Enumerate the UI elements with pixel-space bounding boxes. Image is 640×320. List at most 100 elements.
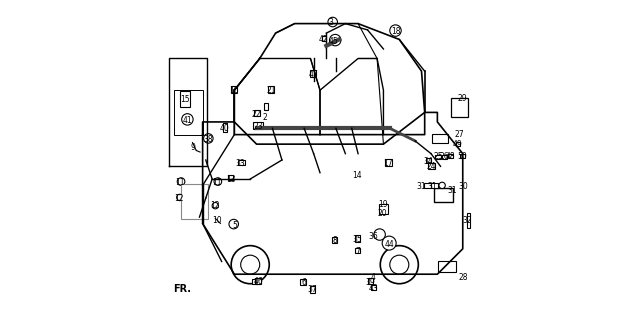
Circle shape <box>212 203 218 209</box>
Text: 25: 25 <box>433 152 443 161</box>
Text: 11: 11 <box>212 178 221 187</box>
FancyBboxPatch shape <box>181 184 208 219</box>
Text: 34: 34 <box>424 157 433 166</box>
Text: 23: 23 <box>253 122 263 131</box>
FancyBboxPatch shape <box>310 70 316 77</box>
Circle shape <box>374 229 385 240</box>
Text: 46: 46 <box>253 277 263 286</box>
Text: 38: 38 <box>204 135 213 144</box>
Text: 39: 39 <box>365 278 375 287</box>
Text: FR.: FR. <box>173 284 191 294</box>
FancyBboxPatch shape <box>252 279 259 284</box>
Circle shape <box>204 134 213 143</box>
Text: 12: 12 <box>210 202 220 211</box>
Text: 18: 18 <box>391 27 400 36</box>
Text: 2: 2 <box>262 113 267 122</box>
Text: 35: 35 <box>353 235 362 244</box>
FancyBboxPatch shape <box>355 248 360 253</box>
FancyBboxPatch shape <box>442 155 447 159</box>
Text: 33: 33 <box>236 159 246 168</box>
FancyBboxPatch shape <box>254 110 260 116</box>
FancyBboxPatch shape <box>228 175 234 180</box>
FancyBboxPatch shape <box>379 204 388 214</box>
Text: 9: 9 <box>191 143 196 152</box>
FancyBboxPatch shape <box>385 159 392 166</box>
Text: 15: 15 <box>180 95 190 104</box>
FancyBboxPatch shape <box>230 86 237 93</box>
Text: 4: 4 <box>371 273 376 282</box>
FancyBboxPatch shape <box>435 155 440 159</box>
Text: 37: 37 <box>307 285 317 294</box>
Text: 43: 43 <box>369 284 378 293</box>
Text: 50: 50 <box>457 152 467 161</box>
Text: 8: 8 <box>333 236 338 245</box>
FancyBboxPatch shape <box>424 183 431 188</box>
FancyBboxPatch shape <box>426 158 431 163</box>
Text: 16: 16 <box>229 86 239 95</box>
FancyBboxPatch shape <box>174 90 203 135</box>
FancyBboxPatch shape <box>371 285 376 290</box>
Circle shape <box>231 246 269 284</box>
FancyBboxPatch shape <box>253 122 263 129</box>
Text: 17: 17 <box>383 159 393 168</box>
FancyBboxPatch shape <box>456 142 460 146</box>
FancyBboxPatch shape <box>460 154 465 158</box>
Circle shape <box>214 178 221 185</box>
Text: 13: 13 <box>226 174 236 184</box>
Text: 36: 36 <box>369 232 378 241</box>
Text: 19: 19 <box>378 200 388 209</box>
Text: 28: 28 <box>459 273 468 282</box>
Circle shape <box>182 114 193 125</box>
Text: 22: 22 <box>252 109 261 118</box>
FancyBboxPatch shape <box>431 183 438 188</box>
Circle shape <box>390 255 409 274</box>
Text: 6: 6 <box>301 278 306 287</box>
Text: 44: 44 <box>384 240 394 249</box>
Circle shape <box>177 178 185 185</box>
Circle shape <box>330 34 341 46</box>
Text: 31: 31 <box>448 186 458 195</box>
Circle shape <box>380 246 419 284</box>
Circle shape <box>328 17 337 27</box>
Text: 29: 29 <box>458 94 467 103</box>
FancyBboxPatch shape <box>268 86 274 93</box>
FancyBboxPatch shape <box>180 91 190 107</box>
FancyBboxPatch shape <box>451 99 468 117</box>
FancyBboxPatch shape <box>322 36 326 41</box>
FancyBboxPatch shape <box>367 278 372 284</box>
Text: 31: 31 <box>416 181 426 190</box>
Circle shape <box>439 182 445 188</box>
FancyBboxPatch shape <box>438 261 456 272</box>
Text: 47: 47 <box>308 70 318 79</box>
Text: 26: 26 <box>440 152 449 161</box>
Text: 24: 24 <box>426 162 436 171</box>
FancyBboxPatch shape <box>238 160 245 165</box>
Circle shape <box>241 255 260 274</box>
Text: 48: 48 <box>446 152 456 161</box>
FancyBboxPatch shape <box>448 154 453 158</box>
FancyBboxPatch shape <box>432 134 447 143</box>
Text: 12: 12 <box>174 194 184 203</box>
Text: 40: 40 <box>220 124 229 133</box>
Circle shape <box>177 194 183 201</box>
FancyBboxPatch shape <box>300 279 306 285</box>
FancyBboxPatch shape <box>433 188 452 202</box>
Text: 10: 10 <box>212 216 221 225</box>
Text: 42: 42 <box>319 35 328 44</box>
FancyBboxPatch shape <box>223 123 227 132</box>
FancyBboxPatch shape <box>332 237 337 243</box>
FancyBboxPatch shape <box>467 213 470 228</box>
Text: 21: 21 <box>266 86 276 95</box>
Text: 45: 45 <box>328 36 338 45</box>
Text: 11: 11 <box>175 178 185 187</box>
FancyBboxPatch shape <box>255 278 261 284</box>
FancyBboxPatch shape <box>310 286 316 292</box>
FancyBboxPatch shape <box>264 103 268 109</box>
Text: 3: 3 <box>329 18 333 27</box>
Text: 32: 32 <box>463 216 472 225</box>
Text: 31: 31 <box>428 181 437 190</box>
Text: 41: 41 <box>182 116 192 125</box>
FancyBboxPatch shape <box>428 163 435 169</box>
Circle shape <box>382 236 396 250</box>
Text: 14: 14 <box>353 172 362 180</box>
